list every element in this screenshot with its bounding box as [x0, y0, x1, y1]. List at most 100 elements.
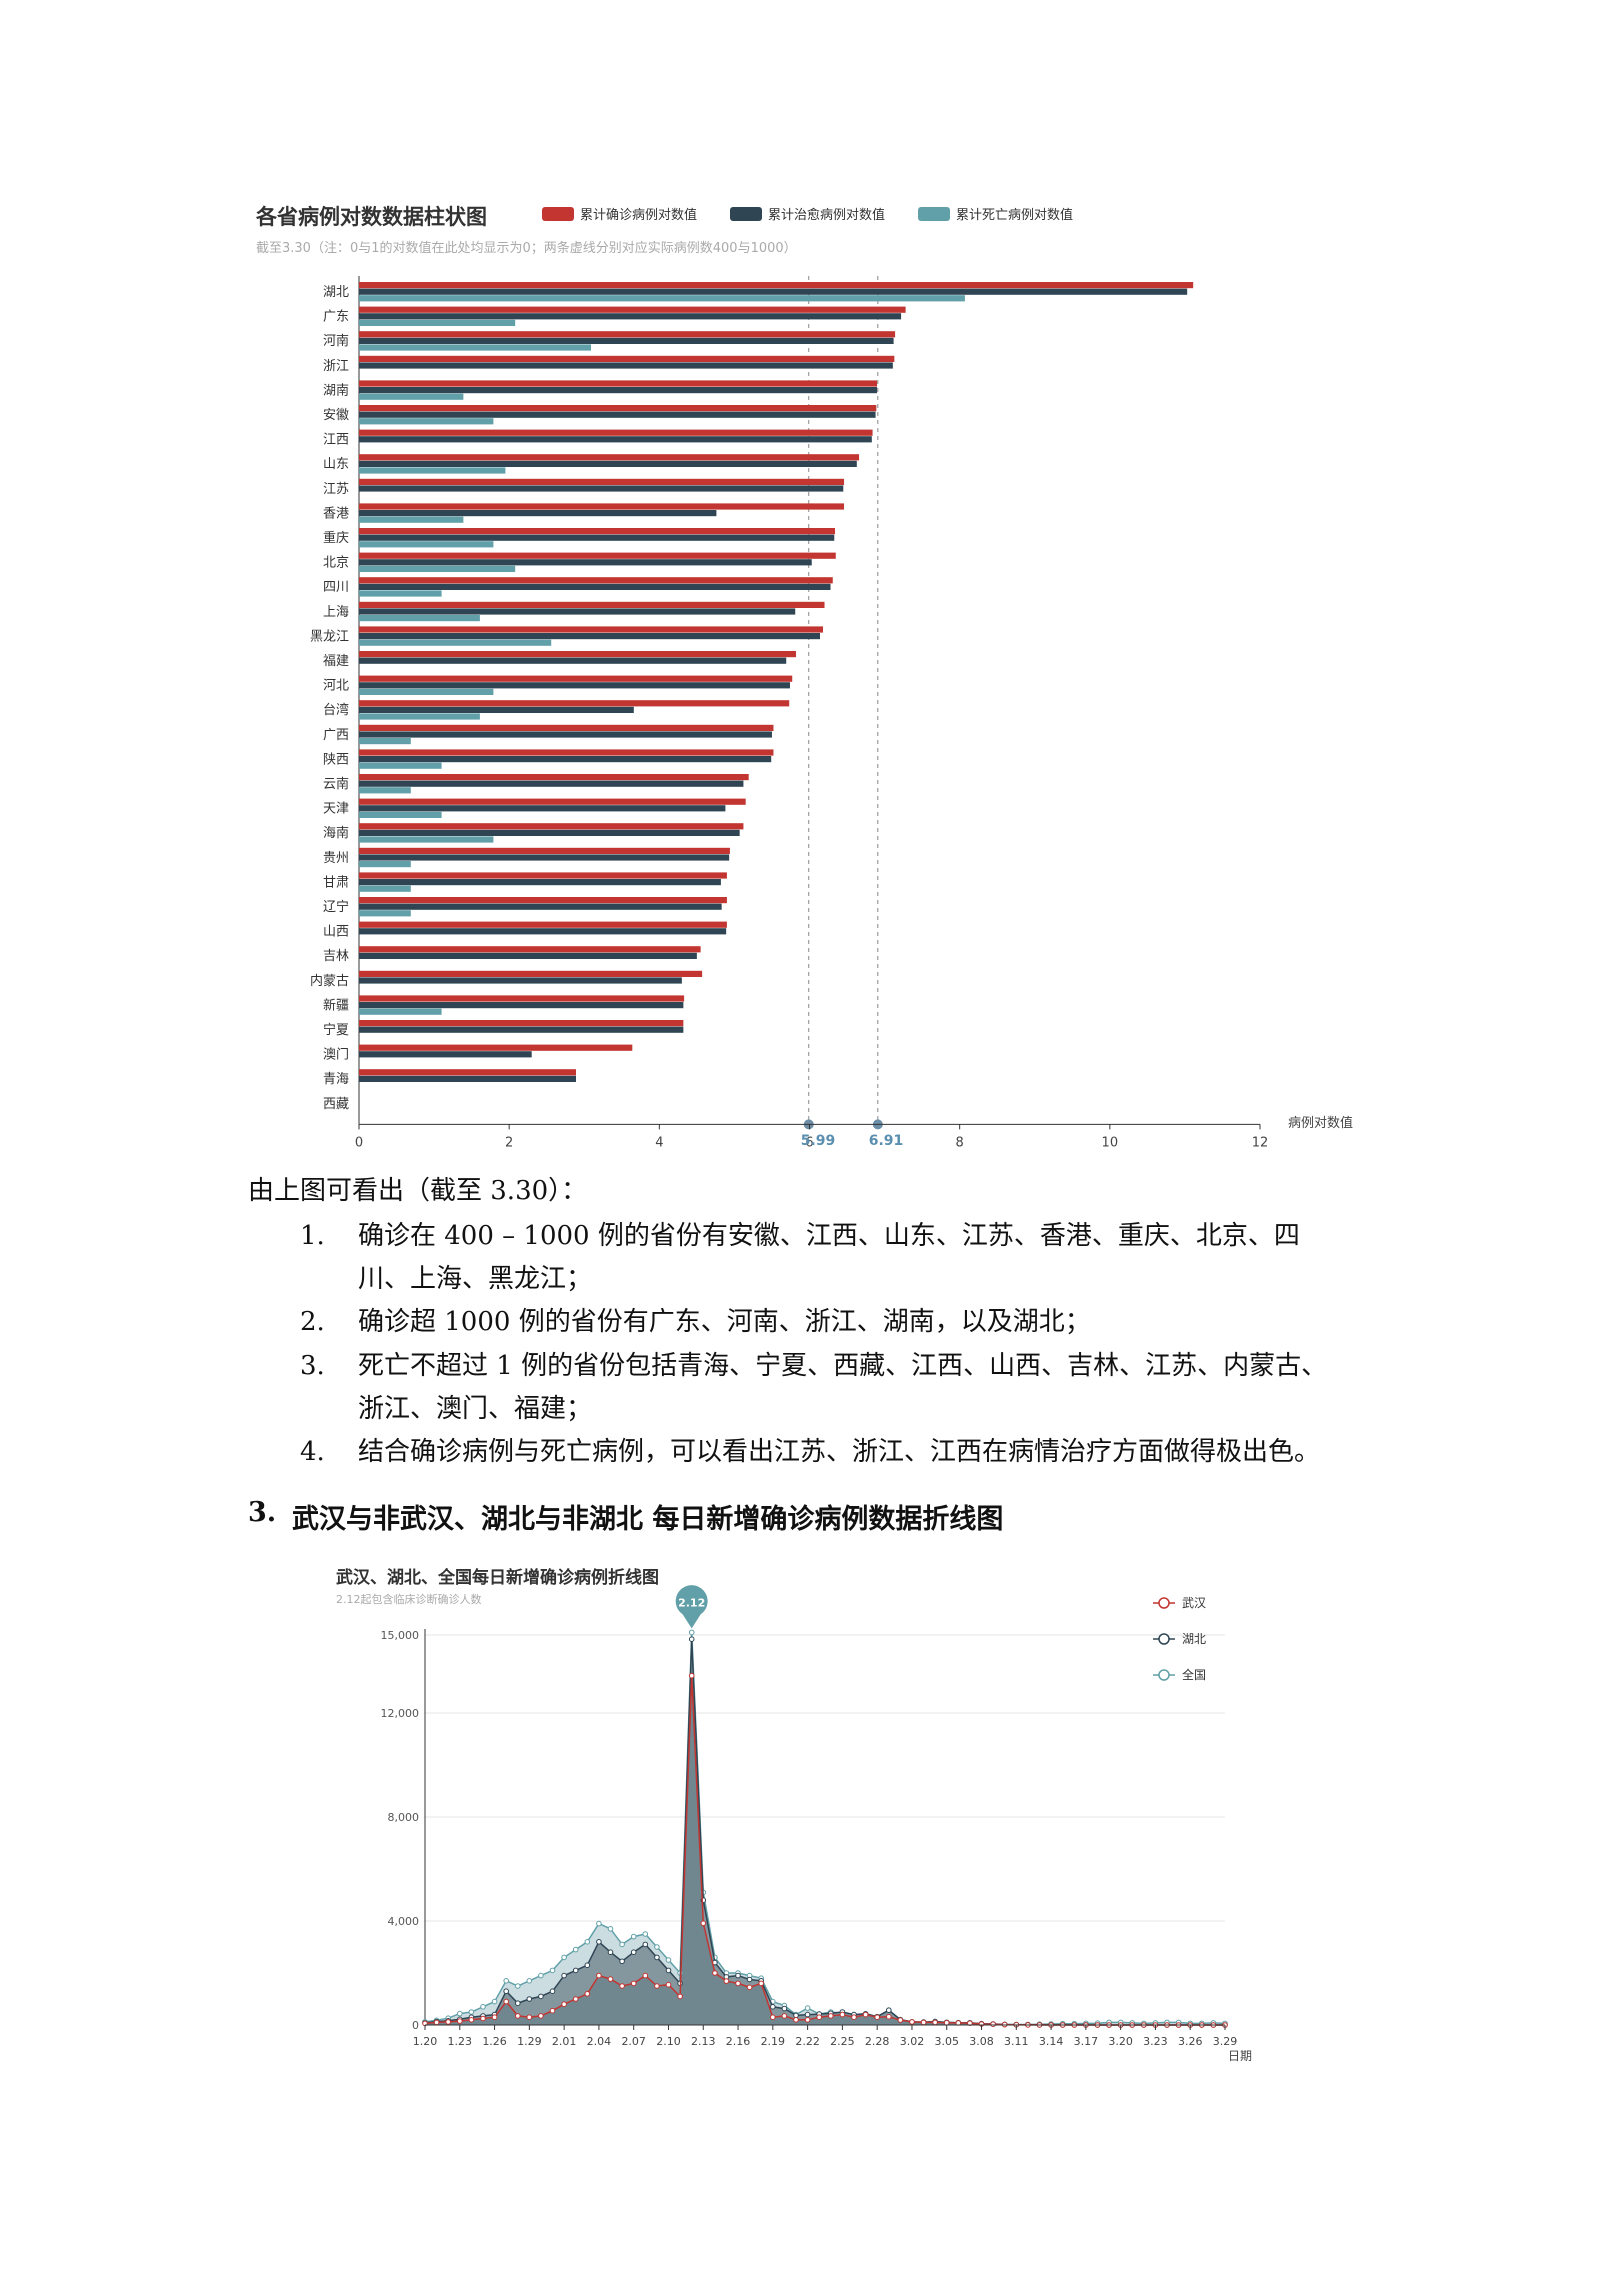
x-tick-label: 2.25: [830, 2035, 855, 2048]
bar: [359, 872, 727, 879]
category-label: 山西: [323, 925, 349, 940]
bar: [359, 1051, 532, 1058]
data-point: [526, 1978, 533, 1984]
data-point: [538, 1972, 544, 1979]
category-label: 台湾: [323, 702, 349, 718]
chart2-grid: 0 4,000 8,000 12,000 15,000: [381, 1629, 1225, 2032]
y-tick-label: 8,000: [388, 1811, 420, 1824]
category-label: 安徽: [323, 408, 349, 423]
category-label: 陕西: [323, 752, 349, 767]
bar: [359, 657, 787, 664]
bar: [359, 1008, 442, 1015]
category-label: 青海: [323, 1072, 349, 1087]
x-tick-label: 8: [956, 1135, 964, 1150]
chart2-x-axis-name: 日期: [1228, 2049, 1252, 2063]
bar: [359, 411, 876, 418]
bar: [359, 295, 965, 302]
data-point: [735, 1980, 741, 1987]
category-label: 天津: [323, 802, 349, 817]
data-point: [607, 1949, 614, 1956]
bar: [359, 583, 831, 590]
data-point: [862, 2011, 869, 2018]
category-label: 宁夏: [323, 1022, 349, 1038]
x-tick-label: 1.26: [482, 2035, 507, 2048]
x-tick-label: 2.19: [761, 2035, 786, 2048]
data-point: [561, 1954, 567, 1961]
x-tick-label: 4: [655, 1135, 663, 1150]
data-point: [433, 2019, 440, 2026]
data-point: [665, 1981, 672, 1988]
category-label: 北京: [323, 556, 349, 571]
bar: [359, 903, 722, 910]
series-line: [424, 1675, 1225, 2026]
bar: [359, 1002, 684, 1009]
bar: [359, 1069, 576, 1076]
analysis-item-2-num: 2.: [300, 1307, 325, 1337]
data-point: [584, 1991, 591, 1997]
data-point: [886, 2013, 892, 2020]
analysis-item-3-line2: 浙江、澳门、福建；: [358, 1394, 593, 1424]
x-tick-label: 1.23: [448, 2035, 473, 2048]
data-point: [688, 1629, 695, 1636]
category-label: 澳门: [323, 1047, 349, 1063]
data-point: [584, 1939, 591, 1945]
x-tick-label: 6: [805, 1135, 813, 1150]
x-tick-label: 3.11: [1004, 2035, 1029, 2048]
data-point: [549, 1967, 556, 1974]
data-point: [770, 2014, 776, 2021]
bar: [359, 762, 442, 769]
legend-marker: [1158, 1633, 1170, 1645]
bar: [359, 879, 721, 886]
x-tick-label: 3.29: [1213, 2035, 1238, 2048]
data-point: [781, 2013, 788, 2019]
bar: [359, 836, 494, 843]
data-point: [804, 2011, 811, 2018]
category-label: 湖北: [323, 285, 349, 300]
bar: [359, 577, 833, 584]
x-tick-label: 3.20: [1108, 2035, 1133, 2048]
data-point: [770, 2004, 776, 2010]
data-point: [897, 2017, 904, 2023]
data-point: [549, 1988, 556, 1995]
series-line: [424, 1639, 1225, 2026]
data-point: [677, 1993, 683, 2000]
analysis-item-3-line1: 死亡不超过 1 例的省份包括青海、宁夏、西藏、江西、山西、吉林、江苏、内蒙古、: [358, 1351, 1328, 1381]
data-point: [515, 2000, 521, 2007]
data-point: [526, 2014, 533, 2021]
bar: [359, 910, 411, 917]
analysis-item-1-line2: 川、上海、黑龙江；: [358, 1264, 593, 1294]
category-label: 内蒙古: [310, 973, 349, 989]
bar: [359, 516, 464, 523]
data-point: [654, 1983, 660, 1989]
bar: [359, 510, 717, 517]
x-tick-label: 2.10: [656, 2035, 681, 2048]
bar: [359, 1020, 684, 1027]
bar: [359, 355, 895, 362]
analysis-intro: 由上图可看出（截至 3.30）：: [248, 1176, 588, 1206]
bar: [359, 601, 825, 608]
data-point: [607, 1976, 614, 1982]
legend-label: 累计确诊病例对数值: [580, 207, 697, 223]
x-tick-label: 3.05: [934, 2035, 959, 2048]
category-label: 广西: [323, 728, 349, 743]
data-point: [526, 1996, 533, 2002]
marker-label-1: 5.99: [801, 1133, 836, 1149]
bar: [359, 749, 774, 756]
data-point: [584, 1962, 591, 1969]
data-point: [804, 2005, 811, 2011]
peak-marker-pin: 2.12: [675, 1585, 708, 1629]
data-point: [746, 1984, 753, 1991]
category-label: 吉林: [323, 949, 349, 964]
chart1-legend[interactable]: 累计确诊病例对数值 累计治愈病例对数值 累计死亡病例对数值: [542, 207, 1073, 223]
bar: [359, 1044, 633, 1051]
category-label: 湖南: [323, 382, 349, 398]
bar: [359, 541, 494, 548]
data-point: [804, 2017, 811, 2023]
bar: [359, 829, 740, 836]
bar: [359, 626, 824, 633]
chart1-title: 各省病例对数数据柱状图: [255, 205, 487, 229]
data-point: [480, 2004, 486, 2010]
data-point: [990, 2021, 996, 2028]
peak-pin-shape: [675, 1585, 708, 1629]
